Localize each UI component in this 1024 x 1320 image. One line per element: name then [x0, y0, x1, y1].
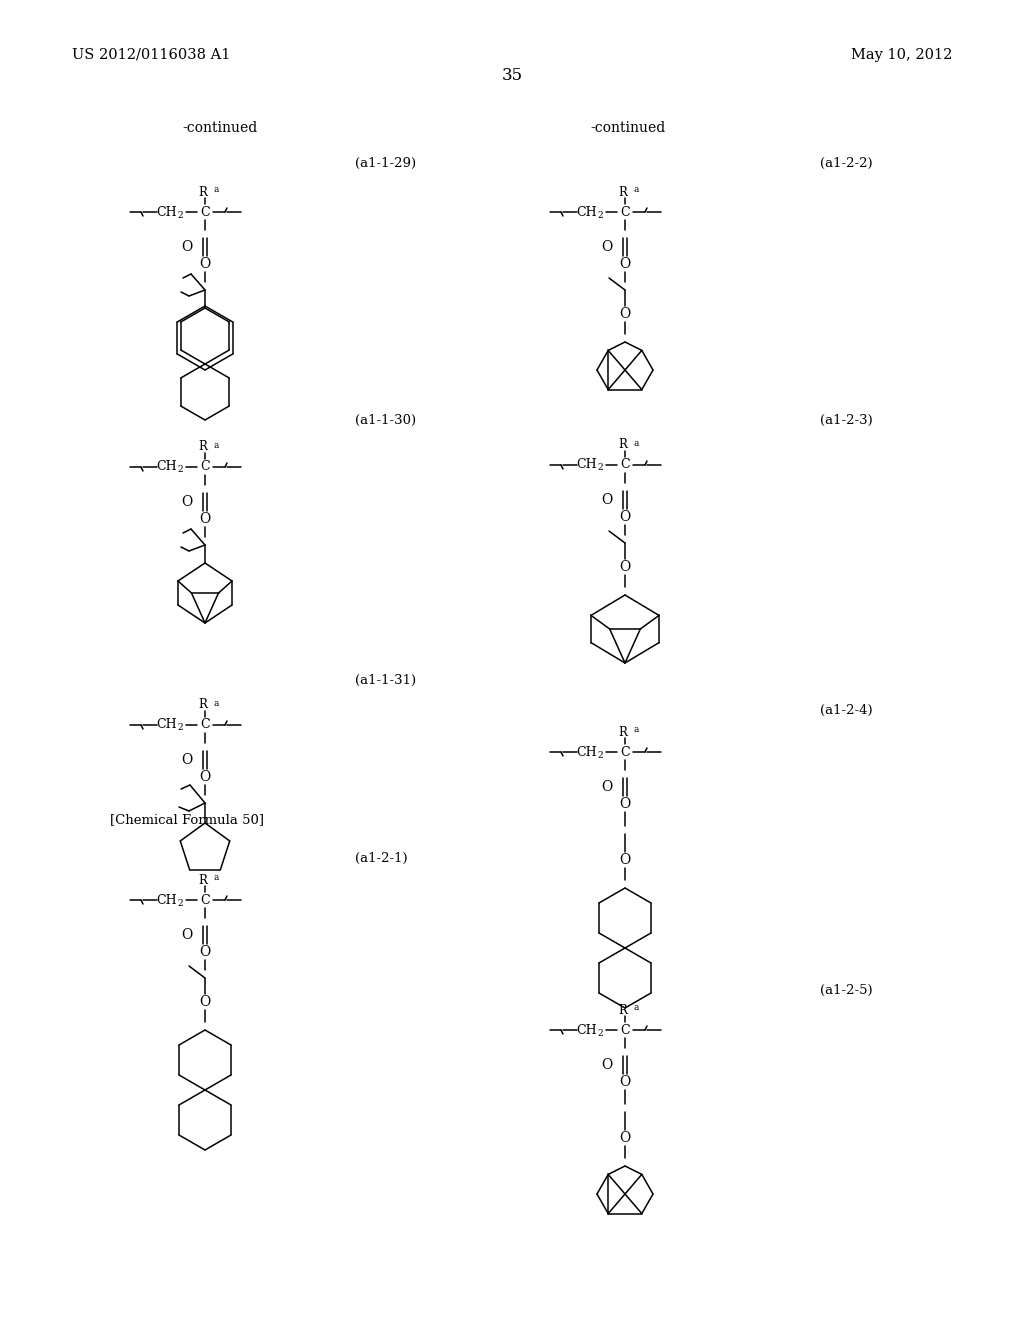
Text: R: R [618, 438, 627, 451]
Text: O: O [602, 240, 613, 253]
Text: 2: 2 [597, 1028, 603, 1038]
Text: a: a [634, 438, 639, 447]
Text: R: R [198, 874, 207, 887]
Text: (a1-2-1): (a1-2-1) [355, 851, 408, 865]
Text: O: O [181, 240, 193, 253]
Text: O: O [200, 770, 211, 784]
Text: (a1-2-5): (a1-2-5) [820, 983, 872, 997]
Text: May 10, 2012: May 10, 2012 [851, 48, 952, 62]
Text: O: O [200, 512, 211, 525]
Text: O: O [620, 510, 631, 524]
Text: O: O [620, 1131, 631, 1144]
Text: a: a [214, 441, 219, 450]
Text: O: O [602, 1059, 613, 1072]
Text: R: R [618, 186, 627, 198]
Text: CH: CH [157, 206, 177, 219]
Text: C: C [621, 746, 630, 759]
Text: [Chemical Formula 50]: [Chemical Formula 50] [110, 813, 264, 826]
Text: 2: 2 [597, 210, 603, 219]
Text: O: O [620, 257, 631, 271]
Text: 2: 2 [597, 463, 603, 473]
Text: R: R [198, 698, 207, 711]
Text: (a1-2-3): (a1-2-3) [820, 413, 872, 426]
Text: C: C [200, 894, 210, 907]
Text: R: R [618, 726, 627, 738]
Text: a: a [634, 1003, 639, 1012]
Text: 2: 2 [177, 899, 182, 908]
Text: C: C [621, 1023, 630, 1036]
Text: US 2012/0116038 A1: US 2012/0116038 A1 [72, 48, 230, 62]
Text: O: O [200, 995, 211, 1008]
Text: C: C [200, 206, 210, 219]
Text: C: C [200, 718, 210, 731]
Text: C: C [200, 461, 210, 474]
Text: 2: 2 [177, 466, 182, 474]
Text: O: O [602, 492, 613, 507]
Text: -continued: -continued [182, 121, 258, 135]
Text: (a1-1-30): (a1-1-30) [355, 413, 416, 426]
Text: CH: CH [577, 746, 597, 759]
Text: O: O [181, 495, 193, 510]
Text: 2: 2 [597, 751, 603, 759]
Text: R: R [618, 1003, 627, 1016]
Text: O: O [181, 928, 193, 942]
Text: CH: CH [577, 206, 597, 219]
Text: CH: CH [157, 894, 177, 907]
Text: O: O [200, 945, 211, 960]
Text: O: O [602, 780, 613, 795]
Text: R: R [198, 186, 207, 198]
Text: a: a [634, 186, 639, 194]
Text: 2: 2 [177, 210, 182, 219]
Text: C: C [621, 458, 630, 471]
Text: (a1-2-2): (a1-2-2) [820, 157, 872, 169]
Text: -continued: -continued [591, 121, 666, 135]
Text: O: O [620, 560, 631, 574]
Text: (a1-1-29): (a1-1-29) [355, 157, 416, 169]
Text: O: O [181, 752, 193, 767]
Text: O: O [620, 853, 631, 867]
Text: a: a [214, 874, 219, 883]
Text: a: a [214, 698, 219, 708]
Text: (a1-1-31): (a1-1-31) [355, 673, 416, 686]
Text: O: O [620, 797, 631, 810]
Text: O: O [200, 257, 211, 271]
Text: C: C [621, 206, 630, 219]
Text: a: a [214, 186, 219, 194]
Text: O: O [620, 308, 631, 321]
Text: CH: CH [577, 458, 597, 471]
Text: 35: 35 [502, 67, 522, 84]
Text: a: a [634, 726, 639, 734]
Text: CH: CH [577, 1023, 597, 1036]
Text: 2: 2 [177, 723, 182, 733]
Text: (a1-2-4): (a1-2-4) [820, 704, 872, 717]
Text: CH: CH [157, 461, 177, 474]
Text: R: R [198, 441, 207, 454]
Text: CH: CH [157, 718, 177, 731]
Text: O: O [620, 1074, 631, 1089]
